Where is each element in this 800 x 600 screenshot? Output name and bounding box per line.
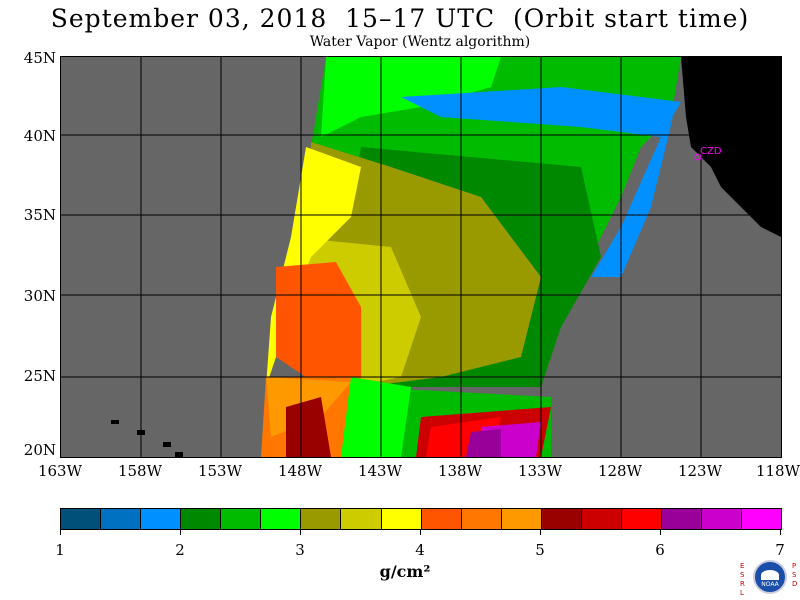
colorbar-tick [420,529,421,535]
island [163,442,171,447]
colorbar-cell [702,509,743,529]
lon-label: 153W [197,462,243,480]
esrl-letters: E S R L [740,562,748,598]
colorbar-tick [660,529,661,535]
colorbar-tick-label: 7 [775,541,785,559]
colorbar-tick-label: 5 [535,541,545,559]
map-title: September 03, 2018 15–17 UTC (Orbit star… [50,4,750,33]
swath-violet [466,429,501,457]
colorbar-cell [621,509,662,529]
psd-letters: P S D [792,562,800,589]
lon-label: 128W [597,462,643,480]
lat-label: 40N [23,127,56,145]
colorbar-cell [501,509,542,529]
map-canvas [61,57,781,457]
lon-label: 133W [517,462,563,480]
colorbar-cell [141,509,182,529]
island [111,420,119,424]
colorbar-cell [421,509,462,529]
colorbar-cell [661,509,702,529]
colorbar-cell [261,509,302,529]
colorbar-cell [541,509,582,529]
colorbar-tick-label: 4 [415,541,425,559]
colorbar-cell [581,509,622,529]
swath-bright-green-south [341,377,411,457]
swath-orange-red [276,262,361,387]
logo-letter: L [740,589,744,597]
water-vapor-map [60,56,782,458]
lon-label: 148W [277,462,323,480]
logo-letter: P [792,562,797,570]
colorbar-cell [301,509,342,529]
swath-dark-red [286,397,331,457]
swath-blue-east [591,117,673,277]
colorbar-tick [60,529,61,535]
noaa-logo-icon: NOAA [753,560,787,594]
colorbar-cell [221,509,262,529]
logo-letter: S [792,571,797,579]
colorbar-cell [341,509,382,529]
lon-label: 118W [755,462,800,480]
lat-label: 25N [23,367,56,385]
land-mass [681,57,781,237]
colorbar [60,508,782,530]
city-marker-icon [694,153,702,161]
colorbar-cell [101,509,142,529]
colorbar-cell [461,509,502,529]
colorbar-cell [742,509,782,529]
lat-label: 35N [23,206,56,224]
colorbar-cell [381,509,422,529]
colorbar-tick [300,529,301,535]
lon-label: 123W [677,462,723,480]
noaa-logo-text: NOAA [761,581,779,588]
lat-label: 45N [23,49,56,67]
map-subtitle: Water Vapor (Wentz algorithm) [309,34,531,50]
colorbar-tick [180,529,181,535]
swath-yellow [266,147,361,387]
city-label: CZD [700,146,722,157]
lon-label: 163W [37,462,83,480]
lon-label: 158W [117,462,163,480]
logo-letter: R [740,580,745,588]
lon-label: 138W [437,462,483,480]
colorbar-tick-label: 2 [175,541,185,559]
island [175,452,183,457]
lat-label: 30N [23,287,56,305]
graticule [61,57,781,457]
lon-label: 143W [357,462,403,480]
colorbar-cell [61,509,102,529]
logo-letter: S [740,571,745,579]
colorbar-tick-label: 3 [295,541,305,559]
colorbar-tick-label: 1 [55,541,65,559]
lat-label: 20N [23,441,56,459]
colorbar-unit: g/cm² [379,562,431,581]
colorbar-tick [780,529,781,535]
noaa-bird-icon [761,570,779,580]
colorbar-tick [540,529,541,535]
logo-letter: E [740,562,745,570]
colorbar-tick-label: 6 [655,541,665,559]
colorbar-cell [181,509,222,529]
logo-letter: D [792,580,798,588]
